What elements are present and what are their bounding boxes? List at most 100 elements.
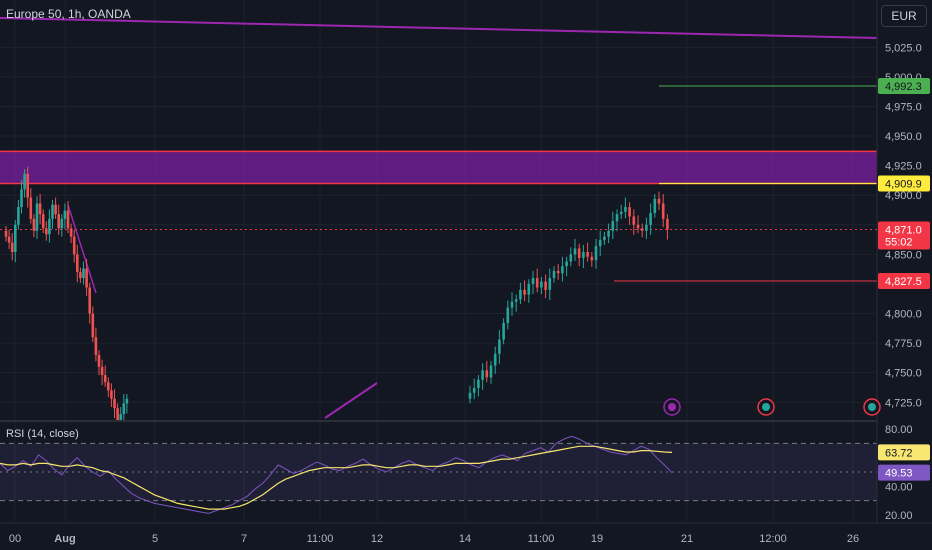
price-tag-green: 4,992.3	[885, 81, 922, 93]
candle-body	[45, 228, 48, 235]
candle-body	[598, 240, 602, 247]
price-tag-red: 4,827.5	[885, 276, 922, 288]
candle-body	[514, 299, 518, 302]
candle-body	[107, 382, 110, 391]
candle-body	[640, 228, 644, 231]
price-tick-label: 4,925.0	[885, 161, 922, 173]
economic-event-icon[interactable]	[757, 398, 775, 416]
rsi-value-tag-bg	[878, 464, 930, 481]
candle-body	[63, 210, 67, 219]
candle-body	[544, 281, 547, 290]
trendline-drop	[67, 204, 97, 294]
price-tag-green-bg	[878, 78, 930, 95]
candle-body	[498, 339, 501, 354]
time-tick-label: 26	[847, 533, 859, 545]
candle-body	[100, 366, 104, 376]
time-tick-label: 11:00	[307, 533, 334, 545]
candle-body	[590, 256, 594, 261]
candle-body	[88, 287, 91, 314]
lightning-icon[interactable]	[663, 398, 681, 416]
candle-body	[502, 322, 505, 340]
candle-body	[611, 221, 615, 231]
price-tick-label: 4,975.0	[885, 101, 922, 113]
rsi-line	[0, 435, 673, 514]
candle-body	[535, 278, 539, 288]
candle-body	[657, 198, 661, 204]
candle-body	[10, 242, 14, 252]
time-tick-label: 7	[241, 533, 247, 545]
candle-body	[119, 414, 122, 420]
candle-body	[586, 252, 589, 257]
candle-body	[523, 289, 526, 295]
candle-body	[573, 248, 577, 255]
price-tag-yellow: 4,909.9	[885, 178, 922, 190]
rsi-title: RSI (14, close)	[6, 428, 79, 440]
candle-body	[468, 392, 472, 399]
candle-body	[594, 246, 598, 261]
candle-body	[510, 301, 514, 308]
candle-body	[527, 283, 531, 295]
candle-body	[485, 370, 489, 378]
candle-body	[69, 228, 73, 237]
candle-body	[577, 248, 581, 258]
candle-body	[20, 189, 23, 208]
candle-body	[113, 398, 116, 409]
candle-body	[607, 230, 610, 237]
candle-body	[636, 224, 640, 229]
time-tick-label: Aug	[54, 533, 75, 545]
last-price-tag-bg	[878, 221, 930, 250]
time-tick-label: 5	[152, 533, 158, 545]
rsi-value-tag: 49.53	[885, 468, 913, 480]
candle-body	[628, 207, 631, 217]
price-tick-label: 4,950.0	[885, 131, 922, 143]
candle-body	[38, 203, 42, 215]
price-tag-red-bg	[878, 272, 930, 289]
candle-body	[76, 254, 79, 273]
candle-body	[565, 261, 568, 267]
price-tick-label: 5,025.0	[885, 42, 922, 54]
candle-body	[29, 197, 33, 219]
candle-body	[619, 211, 623, 215]
candle-body	[653, 198, 657, 213]
candle-body	[91, 313, 95, 338]
rsi-tick-label: 80.00	[885, 424, 913, 436]
candle-body	[603, 236, 606, 241]
time-tick-label: 00	[9, 533, 21, 545]
price-tick-label: 4,900.0	[885, 190, 922, 202]
candle-body	[489, 365, 493, 378]
economic-event-icon-core	[762, 403, 770, 411]
price-tick-label: 4,750.0	[885, 368, 922, 380]
candle-body	[472, 388, 476, 393]
time-tick-label: 19	[591, 533, 603, 545]
candle-body	[26, 173, 29, 198]
candle-body	[14, 224, 17, 252]
economic-event-icon-2-core	[868, 403, 876, 411]
rsi-tick-label: 40.00	[885, 481, 913, 493]
last-price-label: 4,871.0	[885, 225, 922, 237]
candle-body	[110, 390, 113, 399]
candle-body	[582, 252, 585, 258]
currency-button[interactable]: EUR	[881, 5, 927, 27]
candle-body	[66, 210, 70, 229]
candle-body	[561, 266, 564, 274]
candle-body	[54, 204, 57, 215]
candle-body	[519, 289, 522, 300]
time-tick-label: 12:00	[759, 533, 787, 545]
candle-body	[624, 207, 627, 212]
time-tick-label: 11:00	[528, 533, 555, 545]
candle-body	[23, 173, 26, 190]
candle-body	[17, 207, 20, 225]
candle-body	[7, 236, 11, 243]
price-tick-label: 4,850.0	[885, 249, 922, 261]
candle-body	[661, 203, 665, 219]
candle-body	[477, 379, 480, 389]
economic-event-icon-2[interactable]	[863, 398, 881, 416]
candle-body	[51, 204, 54, 219]
candle-body	[41, 214, 45, 229]
candle-body	[116, 408, 119, 420]
candle-body	[60, 218, 64, 229]
candle-body	[103, 375, 107, 383]
trendline-top	[0, 17, 878, 39]
time-tick-label: 14	[459, 533, 471, 545]
